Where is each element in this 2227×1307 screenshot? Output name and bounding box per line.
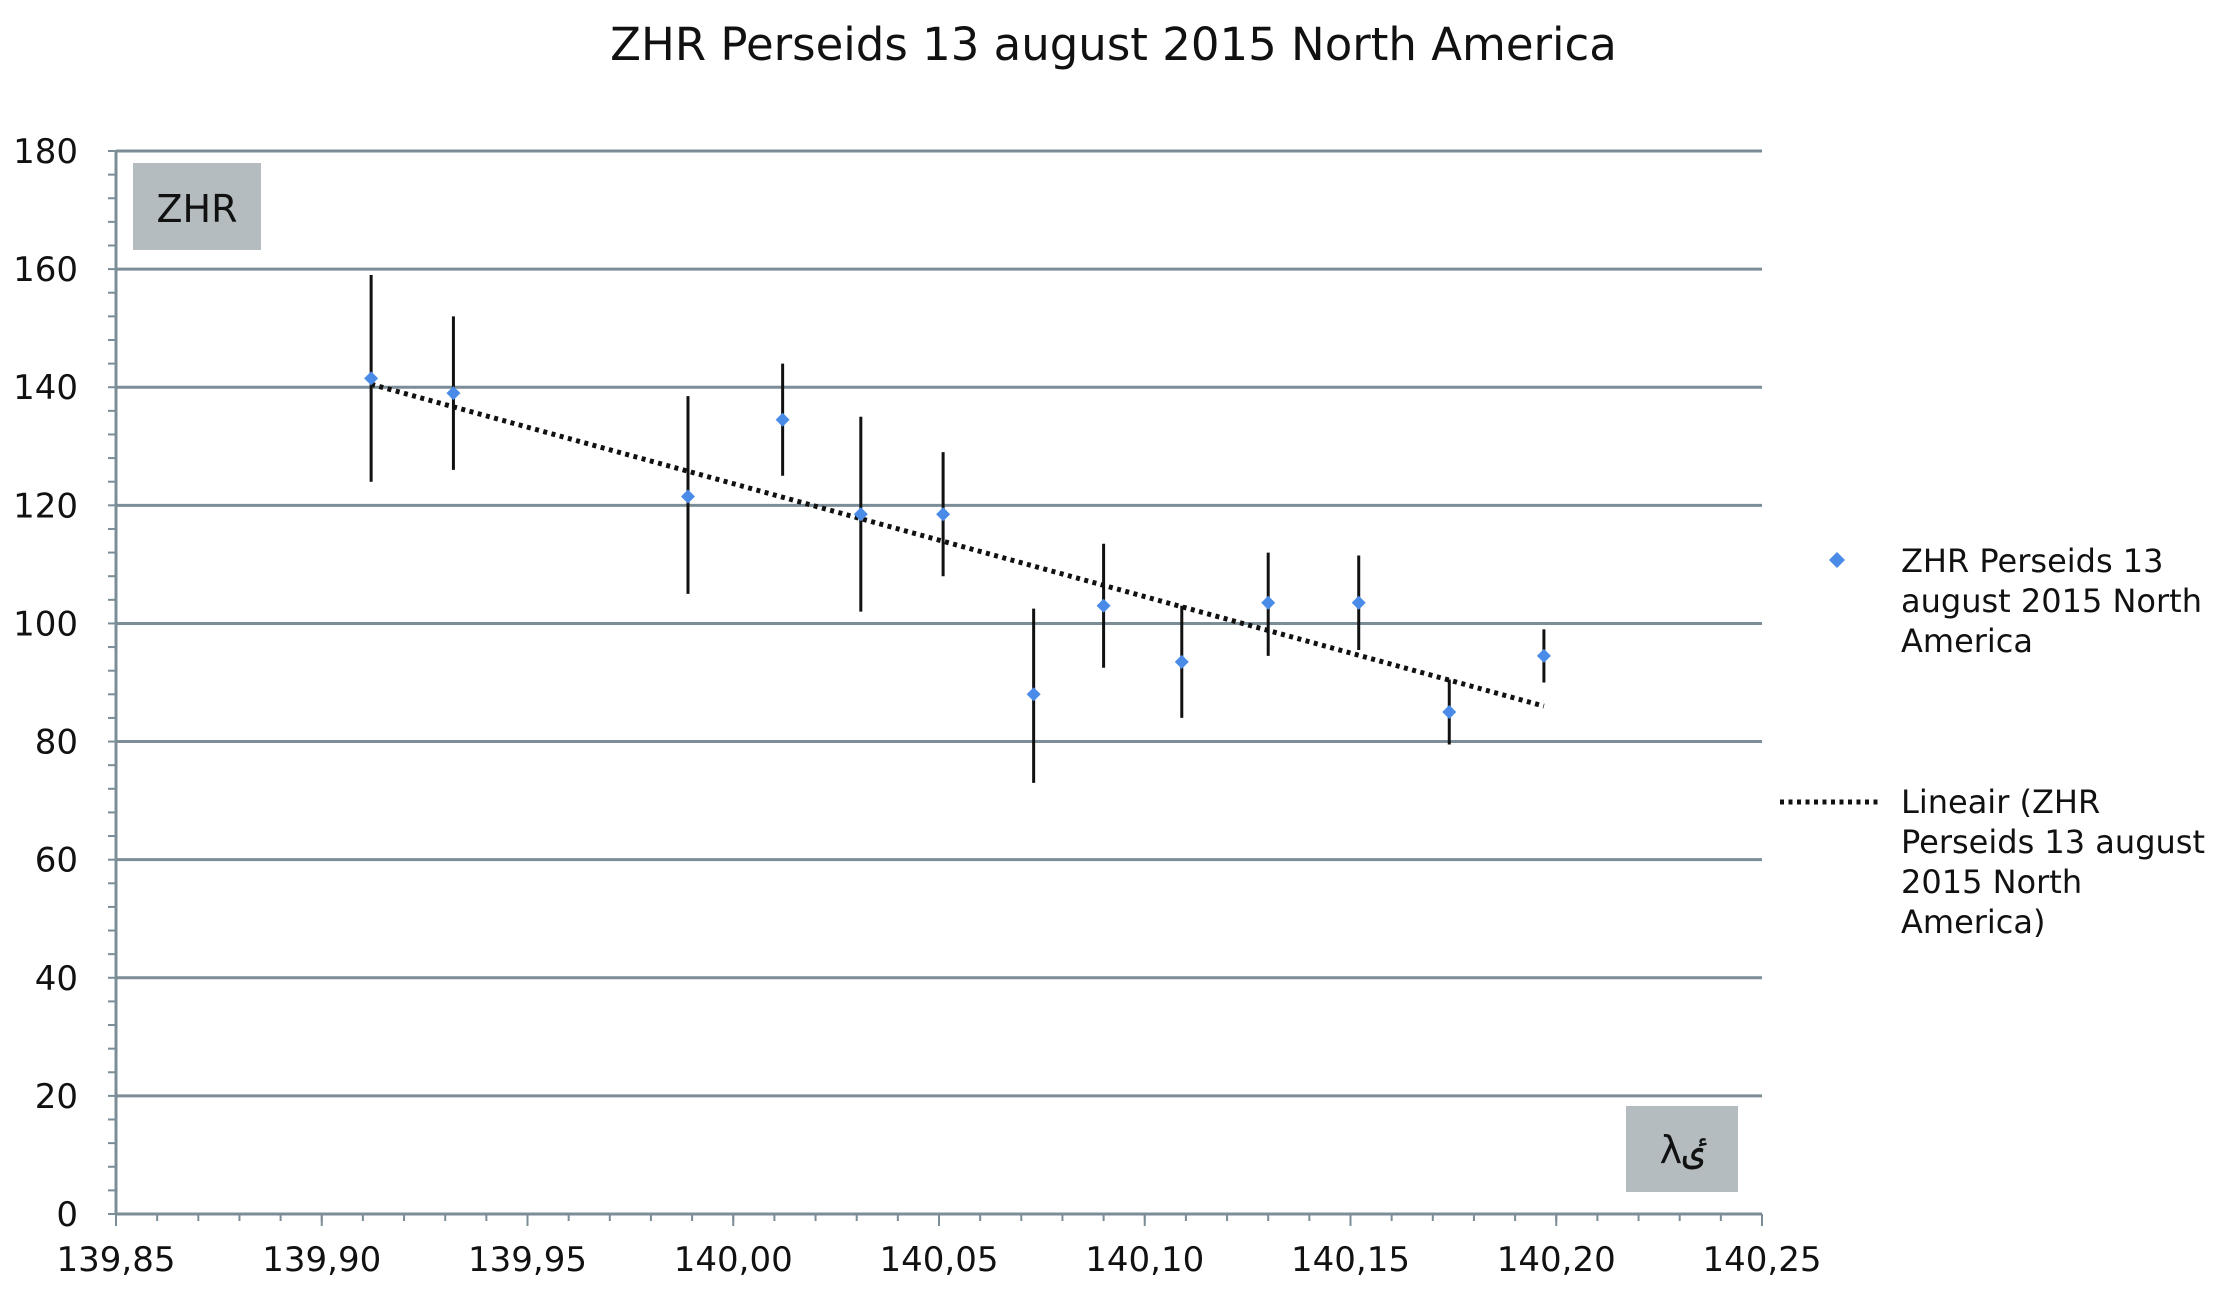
- y-tick-label: 140: [13, 368, 78, 408]
- data-point-diamond: [936, 507, 951, 522]
- legend-trend-line-4: America): [1901, 903, 2045, 941]
- grid-lines: [116, 149, 1762, 1098]
- x-tick-label: 140,25: [1703, 1240, 1822, 1280]
- data-point-diamond: [1261, 595, 1276, 610]
- data-point-diamond: [853, 507, 868, 522]
- x-tick-labels: 139,85 139,90 139,95 140,00 140,05 140,10 140,…: [57, 1240, 1822, 1280]
- y-tick-label: 60: [35, 841, 78, 881]
- legend-diamond-marker: [1829, 552, 1845, 568]
- ylabel-box: [133, 163, 261, 250]
- y-tick-label: 160: [13, 250, 78, 290]
- legend: ZHR Perseids 13 august 2015 North Americ…: [1780, 542, 2215, 941]
- data-point-diamond: [1174, 654, 1189, 669]
- trendline-line: [370, 381, 1545, 709]
- data-point-diamond: [1536, 648, 1551, 663]
- xlabel-text: λٸ: [1660, 1128, 1708, 1172]
- x-tick-label: 140,20: [1497, 1240, 1616, 1280]
- legend-series-line-2: august 2015 North: [1901, 582, 2202, 620]
- y-tick-label: 120: [13, 486, 78, 526]
- data-point-diamond: [1442, 705, 1457, 720]
- data-markers: [364, 371, 1551, 720]
- legend-series-label: ZHR Perseids 13 august 2015 North Americ…: [1901, 542, 2212, 660]
- data-point-diamond: [364, 371, 379, 386]
- y-tick-label: 40: [35, 959, 78, 999]
- legend-series-line-3: America: [1901, 622, 2033, 660]
- legend-trend-line-3: 2015 North: [1901, 863, 2082, 901]
- legend-trend-label: Lineair (ZHR Perseids 13 august 2015 Nor…: [1901, 783, 2215, 941]
- y-tick-label: 20: [35, 1077, 78, 1117]
- x-tick-label: 139,85: [57, 1240, 176, 1280]
- ylabel-text: ZHR: [156, 187, 237, 231]
- chart-title: ZHR Perseids 13 august 2015 North Americ…: [610, 18, 1617, 71]
- x-tick-label: 139,95: [468, 1240, 587, 1280]
- data-point-diamond: [775, 412, 790, 427]
- data-point-diamond: [1026, 687, 1041, 702]
- legend-trend-line-2: Perseids 13 august: [1901, 823, 2205, 861]
- legend-series-line-1: ZHR Perseids 13: [1901, 542, 2164, 580]
- legend-trend-line-1: Lineair (ZHR: [1901, 783, 2100, 821]
- y-tick-label: 0: [56, 1195, 78, 1235]
- data-point-diamond: [446, 386, 461, 401]
- data-point-diamond: [680, 489, 695, 504]
- x-tick-label: 140,00: [674, 1240, 793, 1280]
- x-tick-label: 139,90: [262, 1240, 381, 1280]
- x-tick-label: 140,10: [1085, 1240, 1204, 1280]
- trendline: [370, 381, 1545, 709]
- data-point-diamond: [1096, 598, 1111, 613]
- y-tick-label: 80: [35, 723, 78, 763]
- y-tick-label: 100: [13, 604, 78, 644]
- y-tick-label: 180: [13, 132, 78, 172]
- error-bars: [369, 275, 1546, 783]
- data-point-diamond: [1351, 595, 1366, 610]
- xlabel-box: [1626, 1106, 1738, 1192]
- x-tick-label: 140,05: [880, 1240, 999, 1280]
- axes: [108, 150, 1763, 1226]
- y-tick-labels: 0 20 40 60 80 100 120 140 160 180: [13, 132, 78, 1235]
- x-tick-label: 140,15: [1291, 1240, 1410, 1280]
